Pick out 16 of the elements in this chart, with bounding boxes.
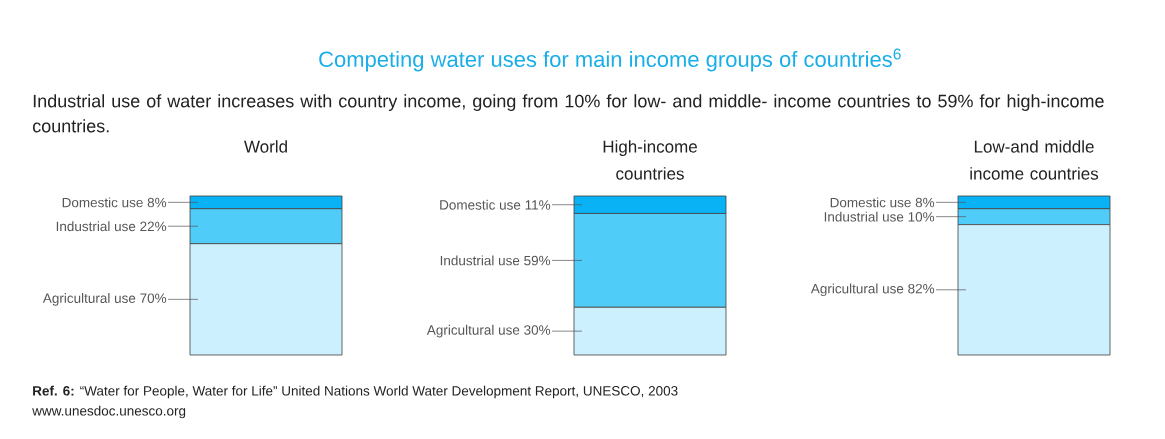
data-label: Industrial use 22% [56, 221, 167, 232]
data-label: Domestic use 8% [830, 197, 935, 208]
data-label: Domestic use 8% [62, 197, 167, 208]
data-label: Industrial use 59% [440, 255, 551, 266]
chart-title: Competing water uses for main income groups of countries$^{6}$ [319, 48, 901, 72]
x-tick-label: Low-and middle income countries [970, 140, 1099, 180]
x-tick-label: High-income countries [603, 140, 697, 180]
text: www.unesdoc.unesco.org [32, 405, 186, 419]
chart-subtitle: Industrial use of water increases with country income, going from 10% for low- and middle- income countries to 59% for high-income countries. [32, 94, 1104, 133]
text: Ref. 6: “Water for People, Water for Life” United Nations World Water Development Report, UNESCO, 2003 [33, 385, 678, 399]
data-label: Agricultural use 82% [810, 283, 935, 297]
data-label: Domestic use 11% [440, 199, 551, 210]
data-label: Agricultural use 30% [426, 324, 551, 338]
data-label: Industrial use 10% [824, 211, 935, 222]
x-tick-label: World [244, 140, 287, 153]
data-label: Agricultural use 70% [42, 293, 167, 306]
